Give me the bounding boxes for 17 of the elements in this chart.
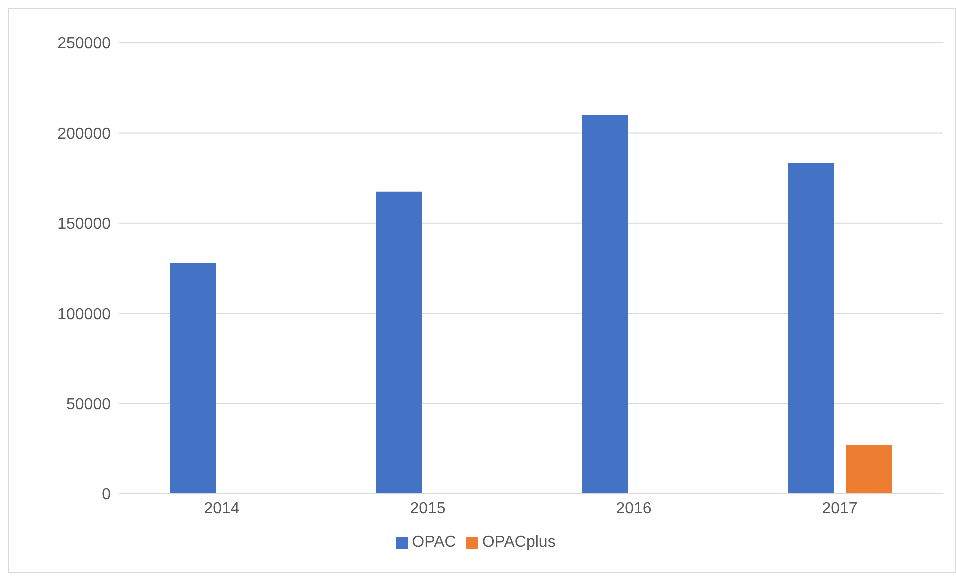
y-tick-label: 250000	[58, 36, 112, 53]
x-tick-label: 2014	[204, 500, 240, 518]
bar	[376, 192, 422, 494]
legend-label: OPACplus	[482, 534, 556, 551]
legend-label: OPAC	[412, 534, 456, 551]
y-tick-label: 0	[102, 486, 112, 504]
x-tick-label: 2016	[616, 500, 652, 518]
x-tick-label: 2017	[822, 500, 858, 518]
y-tick-label: 150000	[58, 216, 112, 234]
bar	[582, 115, 628, 494]
x-tick-label: 2015	[410, 500, 446, 518]
bar	[170, 263, 216, 494]
y-tick-label: 50000	[66, 396, 112, 414]
y-tick-label: 200000	[58, 126, 112, 143]
bar	[788, 162, 834, 494]
y-tick-label: 100000	[58, 306, 112, 324]
bar	[846, 445, 892, 494]
